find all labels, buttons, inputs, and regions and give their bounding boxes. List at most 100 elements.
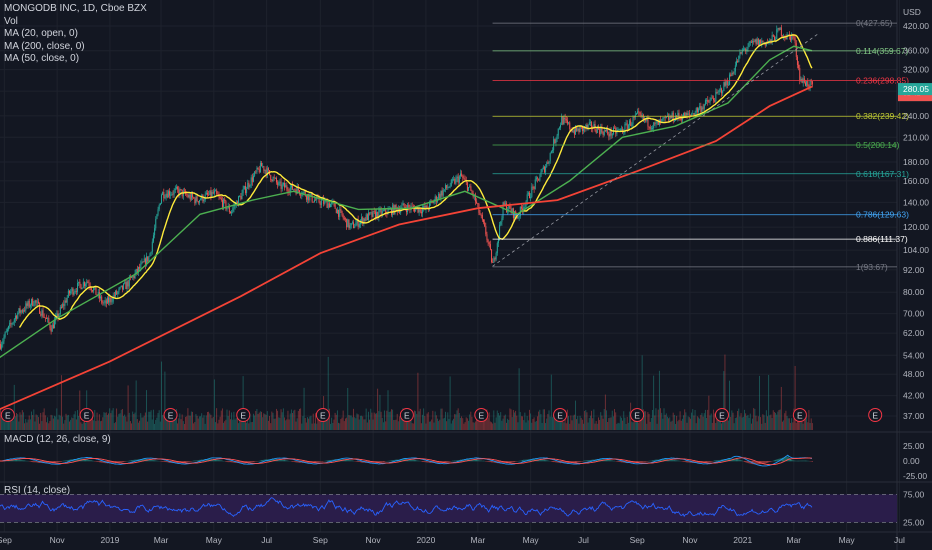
candle-body xyxy=(449,185,451,188)
macd-hist-bar xyxy=(287,460,289,462)
volume-bar xyxy=(188,415,190,430)
macd-hist-bar xyxy=(293,461,295,462)
volume-bar xyxy=(587,422,589,430)
volume-bar xyxy=(87,414,89,430)
candle-body xyxy=(433,200,435,204)
macd-hist-bar xyxy=(369,461,371,464)
volume-bar xyxy=(218,419,220,430)
candle-body xyxy=(210,190,212,197)
volume-bar xyxy=(523,420,525,430)
fib-level-label: 0.236(298.85) xyxy=(856,76,909,86)
macd-hist-bar xyxy=(644,461,645,462)
volume-bar xyxy=(571,420,573,430)
candle-body xyxy=(286,185,288,190)
candle-body xyxy=(742,48,744,50)
macd-hist-bar xyxy=(17,459,19,462)
macd-hist-bar xyxy=(755,461,757,465)
symbol-title[interactable]: MONGODB INC, 1D, Cboe BZX xyxy=(4,3,147,14)
earnings-marker-label: E xyxy=(797,411,803,421)
volume-bar xyxy=(554,410,556,430)
candle-body xyxy=(147,256,149,262)
volume-bar xyxy=(113,423,115,430)
macd-legend[interactable]: MACD (12, 26, close, 9) xyxy=(4,434,111,445)
macd-hist-bar xyxy=(694,461,696,464)
candle-body xyxy=(243,186,245,190)
macd-hist-bar xyxy=(377,461,379,463)
volume-bar xyxy=(799,418,801,430)
candle-body xyxy=(621,128,622,130)
candle-body xyxy=(136,268,138,273)
volume-bar xyxy=(741,417,743,430)
macd-hist-bar xyxy=(378,461,380,463)
candle-body xyxy=(392,205,394,215)
volume-bar xyxy=(629,411,630,430)
macd-hist-bar xyxy=(681,461,683,462)
candle-body xyxy=(277,182,279,186)
candle-body xyxy=(270,174,272,181)
volume-bar xyxy=(609,417,611,430)
candle-body xyxy=(607,129,609,134)
candle-body xyxy=(33,304,35,306)
candle-body xyxy=(14,315,16,320)
macd-hist-bar xyxy=(641,461,643,463)
candle-body xyxy=(529,192,530,199)
candle-body xyxy=(428,201,430,210)
candle-body xyxy=(470,186,472,191)
volume-bar xyxy=(696,416,698,430)
candle-body xyxy=(657,121,659,125)
volume-bar xyxy=(451,420,453,430)
price-axis-tick: 37.00 xyxy=(903,411,925,421)
candle-body xyxy=(566,120,568,124)
candle-body xyxy=(77,283,79,292)
volume-legend[interactable]: Vol xyxy=(4,15,18,27)
ma200-legend[interactable]: MA (200, close, 0) xyxy=(4,40,85,52)
candle-body xyxy=(690,114,691,116)
macd-hist-bar xyxy=(611,460,613,462)
macd-hist-bar xyxy=(154,460,155,462)
rsi-legend[interactable]: RSI (14, close) xyxy=(4,485,71,496)
macd-hist-bar xyxy=(263,459,265,462)
candle-body xyxy=(154,228,156,236)
candle-body xyxy=(534,179,536,189)
volume-bar xyxy=(180,419,182,430)
macd-hist-bar xyxy=(78,458,80,462)
volume-bar xyxy=(626,416,628,430)
candle-body xyxy=(207,192,208,195)
volume-bar xyxy=(450,423,452,430)
candle-body xyxy=(247,182,249,189)
volume-bar xyxy=(286,419,288,430)
volume-bar xyxy=(164,371,166,430)
candle-body xyxy=(175,187,177,189)
candle-body xyxy=(354,226,356,228)
candle-body xyxy=(212,192,214,194)
candle-body xyxy=(483,219,484,223)
volume-bar xyxy=(794,365,796,430)
candle-body xyxy=(361,217,363,221)
candle-body xyxy=(771,35,773,42)
volume-bar xyxy=(95,421,97,430)
ma20-legend[interactable]: MA (20, open, 0) xyxy=(4,28,78,39)
volume-bar xyxy=(661,412,663,430)
volume-bar xyxy=(179,413,181,430)
volume-bar xyxy=(135,380,137,430)
volume-bar xyxy=(742,416,744,430)
candle-body xyxy=(180,189,182,191)
candle-body xyxy=(158,205,160,210)
volume-bar xyxy=(671,420,673,430)
candle-body xyxy=(340,209,342,211)
time-axis-tick: Nov xyxy=(50,535,66,545)
ma50-legend[interactable]: MA (50, close, 0) xyxy=(4,53,80,64)
candle-body xyxy=(13,319,15,323)
candle-body xyxy=(81,287,83,290)
candle-body xyxy=(800,79,802,81)
volume-bar xyxy=(265,414,267,430)
candle-body xyxy=(100,296,102,299)
volume-bar xyxy=(186,416,188,430)
volume-bar xyxy=(13,384,15,430)
macd-hist-bar xyxy=(304,461,306,463)
macd-hist-bar xyxy=(541,459,543,462)
fib-level-label: 0.786(129.63) xyxy=(856,210,909,220)
macd-hist-bar xyxy=(57,461,59,463)
volume-bar xyxy=(649,421,651,430)
